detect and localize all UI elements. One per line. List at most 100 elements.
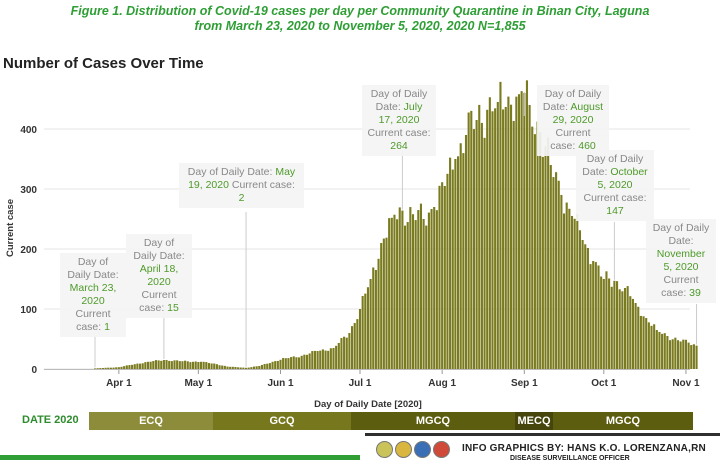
bar	[295, 357, 298, 369]
bar	[279, 359, 282, 369]
bar	[692, 344, 695, 369]
bar	[504, 106, 507, 369]
x-tick-label: Apr 1	[106, 378, 132, 389]
tooltip-label: Day of Daily Date:	[582, 153, 644, 178]
bar	[329, 348, 332, 369]
bar	[192, 361, 195, 369]
bar	[565, 202, 568, 369]
bar	[146, 361, 150, 369]
bar	[345, 337, 348, 369]
bar	[197, 362, 200, 369]
bar	[316, 351, 319, 369]
y-tick-label: 300	[20, 185, 37, 196]
agency-logos	[376, 441, 452, 463]
bar	[676, 340, 680, 369]
bar	[679, 341, 682, 369]
bar	[631, 298, 634, 369]
bar	[417, 210, 420, 369]
figure-title-line2: from March 23, 2020 to November 5, 2020,…	[194, 19, 526, 33]
bar	[419, 203, 422, 369]
bar	[327, 350, 330, 369]
tooltip-value: 39	[689, 287, 701, 299]
bar	[626, 286, 629, 369]
y-tick-label: 400	[20, 125, 37, 136]
bar	[231, 366, 234, 369]
bar	[658, 331, 661, 369]
bar	[541, 156, 544, 369]
bar	[210, 363, 213, 369]
tooltip-case-label: Current case:	[583, 192, 647, 204]
bar	[528, 105, 531, 369]
tooltip-label: Day of Daily Date:	[370, 88, 428, 113]
bar	[427, 212, 430, 369]
bar	[165, 360, 168, 369]
bar	[258, 366, 261, 369]
tooltip-case-label: Current case:	[231, 179, 295, 191]
x-tick-label: Jul 1	[349, 378, 372, 389]
bar	[570, 216, 574, 369]
bar	[149, 361, 152, 369]
bar	[205, 362, 208, 369]
bar	[223, 365, 226, 369]
bar	[671, 339, 674, 369]
bar	[226, 366, 229, 369]
seal-logo-1	[376, 441, 393, 458]
bar	[239, 367, 242, 369]
bar	[141, 363, 144, 369]
figure-title: Figure 1. Distribution of Covid-19 cases…	[0, 4, 720, 34]
tooltip-date: May 19, 2020	[188, 166, 296, 191]
bar	[194, 361, 197, 369]
tooltip-october-5: Day of Daily Date: October 5, 2020 Curre…	[576, 150, 654, 221]
bar	[374, 269, 377, 369]
tooltip-august-29: Day of Daily Date: August 29, 2020 Curre…	[537, 85, 609, 156]
bar	[502, 109, 505, 369]
tooltip-case-label: Current case:	[139, 289, 177, 314]
bar	[523, 93, 526, 369]
bar	[300, 355, 303, 369]
bar	[544, 146, 547, 369]
bar	[202, 361, 205, 369]
bar	[446, 173, 449, 369]
bar	[401, 210, 404, 369]
bar	[441, 182, 444, 369]
bar	[637, 306, 640, 369]
bar	[536, 121, 539, 370]
bar	[393, 214, 396, 369]
bar	[512, 120, 515, 369]
bar	[117, 367, 120, 369]
bar	[695, 345, 698, 369]
seal-logo-2	[395, 441, 412, 458]
bar	[131, 364, 134, 369]
bar	[589, 264, 592, 369]
bar	[560, 195, 563, 369]
bar	[496, 102, 499, 369]
bar	[520, 91, 523, 369]
period-gcq: GCQ	[213, 412, 351, 430]
tooltip-value: 460	[578, 140, 596, 152]
bar	[388, 218, 391, 369]
bar	[382, 238, 385, 369]
bar	[623, 288, 627, 369]
bar	[451, 169, 454, 369]
x-axis-label: Day of Daily Date [2020]	[314, 399, 422, 410]
bar	[610, 286, 613, 369]
bar	[101, 368, 104, 369]
period-gcq-label: GCQ	[269, 415, 295, 427]
tooltip-label: Day of Daily Date:	[542, 88, 602, 113]
bar	[292, 356, 295, 369]
bar	[552, 177, 555, 369]
bar	[472, 129, 475, 369]
bar	[104, 367, 107, 369]
tooltip-label: Day of Daily Date:	[133, 237, 185, 262]
bar	[144, 362, 147, 369]
bar	[361, 295, 364, 369]
bar	[133, 364, 136, 369]
bar	[661, 333, 664, 369]
bar	[271, 361, 274, 369]
bar	[557, 180, 560, 369]
bar	[173, 360, 176, 369]
x-tick-label: Oct 1	[591, 378, 616, 389]
bar	[425, 225, 428, 369]
bar	[578, 230, 581, 369]
y-tick-label: 0	[31, 365, 37, 376]
